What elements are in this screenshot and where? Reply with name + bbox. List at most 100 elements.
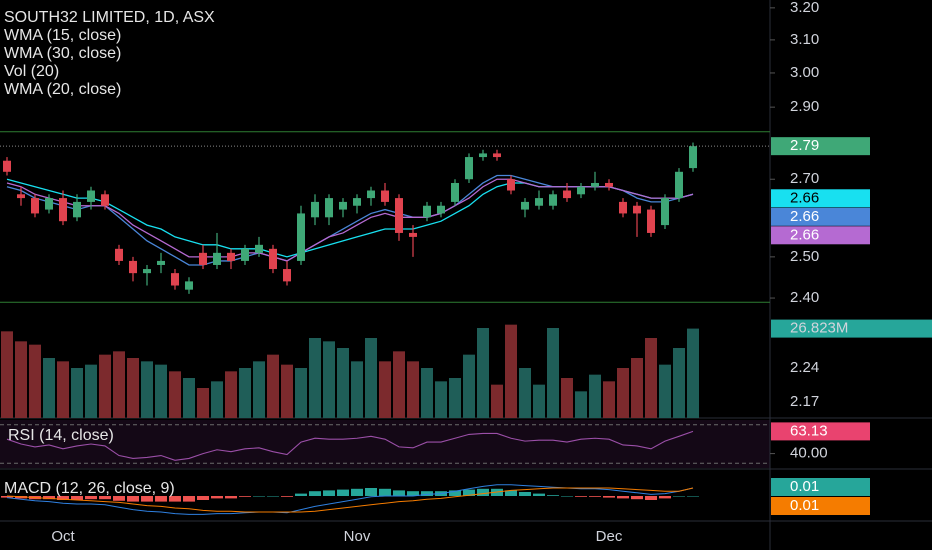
rsi-badge-bg [771, 422, 870, 441]
candle-body [143, 269, 151, 274]
volume-bar [617, 368, 629, 418]
volume-bar [85, 364, 97, 418]
wma-badge: 2.66 [790, 208, 819, 225]
macd-histogram [561, 496, 573, 497]
candle-body [31, 198, 39, 214]
macd-histogram [85, 496, 97, 500]
macd-histogram [603, 496, 615, 498]
macd-histogram [155, 496, 167, 502]
volume-bar [505, 324, 517, 418]
candle-body [479, 153, 487, 158]
volume-bar [197, 388, 209, 418]
volume-bar [309, 338, 321, 418]
volume-bar [379, 361, 391, 418]
macd-histogram [1, 496, 13, 498]
candle-body [605, 182, 613, 187]
candle-body [73, 201, 81, 218]
candle-body [675, 171, 683, 199]
wma-badge-bg [771, 189, 870, 208]
volume-bar [169, 371, 181, 418]
volume-bar [281, 364, 293, 418]
macd-histogram [57, 496, 69, 500]
volume-bar [155, 364, 167, 418]
rsi-tick-label: 40.00 [790, 445, 828, 462]
macd-line [6, 484, 694, 515]
wma-badge-bg [771, 226, 870, 245]
macd-histogram [645, 496, 657, 500]
macd-histogram [351, 488, 363, 496]
wma-badge: 2.66 [790, 226, 819, 243]
macd-histogram [379, 488, 391, 496]
candle-body [59, 198, 67, 222]
candle-body [3, 160, 11, 172]
legend-entry: WMA (15, close) [4, 27, 121, 44]
volume-bar [575, 391, 587, 418]
candle-body [395, 198, 403, 233]
volume-bar [673, 348, 685, 418]
signal-line [6, 487, 694, 513]
volume-bar [547, 328, 559, 418]
macd-badge: 0.01 [790, 478, 819, 495]
volume-bar [449, 378, 461, 418]
macd-histogram [407, 491, 419, 496]
macd-histogram [99, 496, 111, 500]
macd-histogram [519, 492, 531, 496]
macd-histogram [533, 493, 545, 496]
volume-bar [57, 361, 69, 418]
x-tick-label: Dec [596, 528, 623, 545]
signal-badge: 0.01 [790, 497, 819, 514]
rsi-badge: 63.13 [790, 422, 828, 439]
volume-bar [435, 381, 447, 418]
volume-bar [15, 341, 27, 418]
volume-bar [1, 331, 13, 418]
candle-body [17, 194, 25, 199]
candle-body [423, 205, 431, 218]
volume-bar [71, 368, 83, 418]
candle-body [45, 198, 53, 210]
legend-entry: Vol (20) [4, 63, 59, 80]
volume-axis-label: 2.17 [790, 393, 819, 410]
volume-bar [561, 378, 573, 418]
candle-body [465, 157, 473, 180]
candle-body [185, 281, 193, 290]
candle-body [507, 179, 515, 191]
macd-histogram [421, 491, 433, 496]
volume-bar [253, 361, 265, 418]
wma-badge: 2.66 [790, 189, 819, 206]
volume-badge-bg [771, 319, 932, 338]
volume-bar [659, 364, 671, 418]
volume-bar [323, 341, 335, 418]
volume-bar [211, 381, 223, 418]
macd-histogram [463, 489, 475, 496]
labels: SOUTH32 LIMITED, 1D, ASX WMA (15, close)… [4, 9, 215, 497]
volume-bar [407, 361, 419, 418]
candle-body [689, 146, 697, 169]
candle-body [325, 198, 333, 218]
macd-histogram [631, 496, 643, 500]
macd-histogram [197, 496, 209, 500]
x-tick-label: Oct [51, 528, 75, 545]
macd-histogram [589, 496, 601, 497]
volume-badge: 26.823M [790, 320, 848, 337]
rsi-line [6, 430, 694, 461]
macd-histogram [169, 496, 181, 502]
candle-body [311, 201, 319, 218]
wma-badge-bg [771, 207, 870, 226]
macd-histogram [281, 496, 293, 497]
volume-axis-label: 2.24 [790, 359, 819, 376]
macd-histogram [323, 490, 335, 496]
macd-histogram [617, 496, 629, 499]
macd-histogram [253, 496, 265, 497]
candle-body [563, 190, 571, 199]
volume-bar [183, 378, 195, 418]
macd-histogram [141, 496, 153, 502]
volume-bar [239, 368, 251, 418]
rsi-label: RSI (14, close) [8, 427, 114, 444]
candle-body [437, 205, 445, 214]
volume-bar [365, 338, 377, 418]
candle-body [493, 153, 501, 158]
y-tick-label: 2.70 [790, 170, 819, 187]
macd-histogram [127, 496, 139, 502]
candle-body [171, 273, 179, 286]
